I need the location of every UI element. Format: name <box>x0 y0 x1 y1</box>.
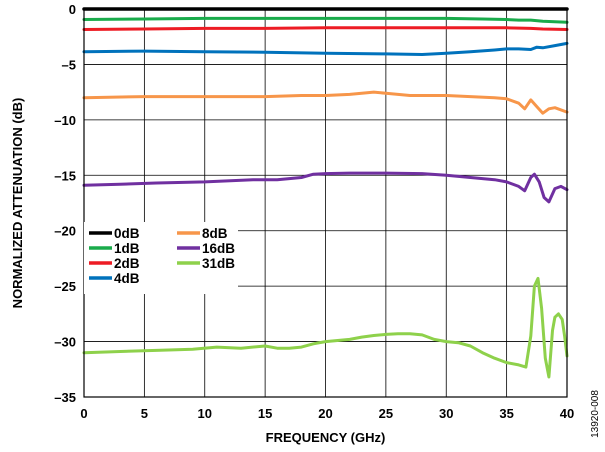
y-tick-label: –20 <box>54 224 76 239</box>
legend-item-0dB: 0dB <box>89 226 140 241</box>
grid <box>84 9 567 397</box>
plot-frame <box>83 8 568 398</box>
legend-label: 0dB <box>114 226 140 241</box>
y-tick-label: –35 <box>54 390 76 405</box>
y-tick-label: –10 <box>54 113 76 128</box>
y-tick-label: –5 <box>62 57 76 72</box>
legend-item-31dB: 31dB <box>177 256 235 271</box>
legend-label: 2dB <box>114 256 140 271</box>
legend-item-8dB: 8dB <box>177 226 228 241</box>
series-line-4dB <box>82 41 569 56</box>
series-line-1dB <box>82 16 569 24</box>
y-tick-label: –25 <box>54 279 76 294</box>
x-axis-title: FREQUENCY (GHz) <box>266 430 386 445</box>
x-tick-label: 5 <box>141 406 148 421</box>
x-tick-label: 10 <box>198 406 212 421</box>
y-tick-label: –15 <box>54 168 76 183</box>
legend-item-16dB: 16dB <box>177 241 235 256</box>
legend-item-4dB: 4dB <box>89 271 140 286</box>
legend-item-2dB: 2dB <box>89 256 140 271</box>
x-tick-label: 15 <box>258 406 272 421</box>
legend-label: 31dB <box>202 256 235 271</box>
y-tick-label: 0 <box>69 2 76 17</box>
legend-label: 1dB <box>114 241 140 256</box>
series-line-31dB <box>82 276 569 379</box>
x-tick-label: 20 <box>318 406 332 421</box>
legend-label: 4dB <box>114 271 140 286</box>
x-tick-label: 0 <box>80 406 87 421</box>
y-axis-title: NORMALIZED ATTENUATION (dB) <box>10 98 25 309</box>
series-line-2dB <box>82 26 569 31</box>
series-line-16dB <box>82 171 569 204</box>
series-line-8dB <box>82 90 569 115</box>
x-tick-label: 40 <box>560 406 574 421</box>
x-tick-label: 35 <box>499 406 513 421</box>
legend-label: 8dB <box>202 226 228 241</box>
x-tick-label: 30 <box>439 406 453 421</box>
legend-item-1dB: 1dB <box>89 241 140 256</box>
x-tick-label: 25 <box>379 406 393 421</box>
legend-label: 16dB <box>202 241 235 256</box>
figure-id: 13920-008 <box>590 390 601 438</box>
y-tick-label: –30 <box>54 335 76 350</box>
x-axis-ticks: 0 5 10 15 20 25 30 35 40 <box>80 406 574 421</box>
y-axis-ticks: 0 –5 –10 –15 –20 –25 –30 –35 <box>54 2 76 405</box>
